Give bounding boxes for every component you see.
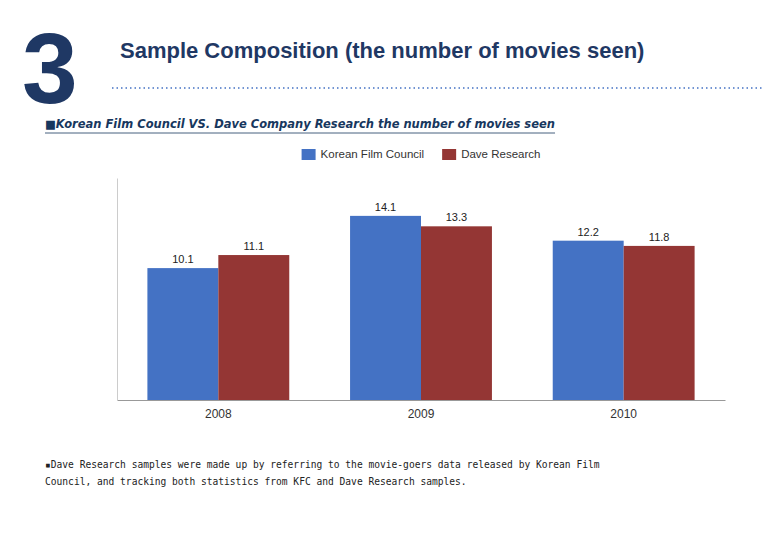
x-tick: 2010 — [610, 400, 637, 421]
footer-line: ▪Dave Research samples were made up by r… — [45, 459, 600, 470]
bar — [147, 268, 218, 400]
data-label: 13.3 — [446, 211, 467, 223]
footer: ▪Dave Research samples were made up by r… — [45, 459, 600, 487]
data-label: 12.2 — [577, 226, 598, 238]
legend-item: Korean Film Council — [302, 148, 425, 160]
data-label: 11.1 — [244, 240, 265, 252]
subtitle-underline — [45, 133, 555, 134]
title: Sample Composition (the number of movies… — [120, 38, 644, 63]
y-axis — [117, 179, 118, 401]
data-label: 11.8 — [649, 231, 670, 243]
x-tick: 2008 — [205, 400, 232, 421]
plot: 10.1 14.1 12.2 11.1 13.3 11.8 2008 2009 2010 — [118, 179, 726, 421]
data-label: 10.1 — [172, 253, 193, 265]
chart: 3 Sample Composition (the number of movie… — [0, 0, 780, 540]
legend-label: Korean Film Council — [321, 148, 425, 160]
bar — [624, 246, 695, 400]
bar — [350, 216, 421, 400]
bar — [421, 226, 492, 400]
x-tick-label: 2008 — [205, 407, 232, 421]
legend-swatch — [302, 149, 316, 160]
big-number: 3 — [22, 12, 78, 124]
bar — [553, 241, 624, 400]
data-label: 14.1 — [375, 201, 396, 213]
separator — [112, 87, 764, 89]
data-labels: 10.1 14.1 12.2 11.1 13.3 11.8 — [172, 201, 669, 265]
x-axis: 2008 2009 2010 — [118, 400, 726, 421]
x-tick-label: 2009 — [408, 407, 435, 421]
bar — [218, 255, 289, 400]
legend-item: Dave Research — [442, 148, 540, 160]
x-tick-label: 2010 — [610, 407, 637, 421]
legend-swatch — [442, 149, 456, 160]
y-axis-line — [117, 179, 118, 401]
subtitle: ■Korean Film Council VS. Dave Company Re… — [45, 117, 555, 131]
x-tick: 2009 — [408, 400, 435, 421]
legend-label: Dave Research — [461, 148, 540, 160]
legend: Korean Film Council Dave Research — [302, 148, 541, 160]
bars — [147, 216, 694, 400]
x-axis-line — [118, 400, 726, 401]
footer-line: Council, and tracking both statistics fr… — [45, 476, 467, 487]
